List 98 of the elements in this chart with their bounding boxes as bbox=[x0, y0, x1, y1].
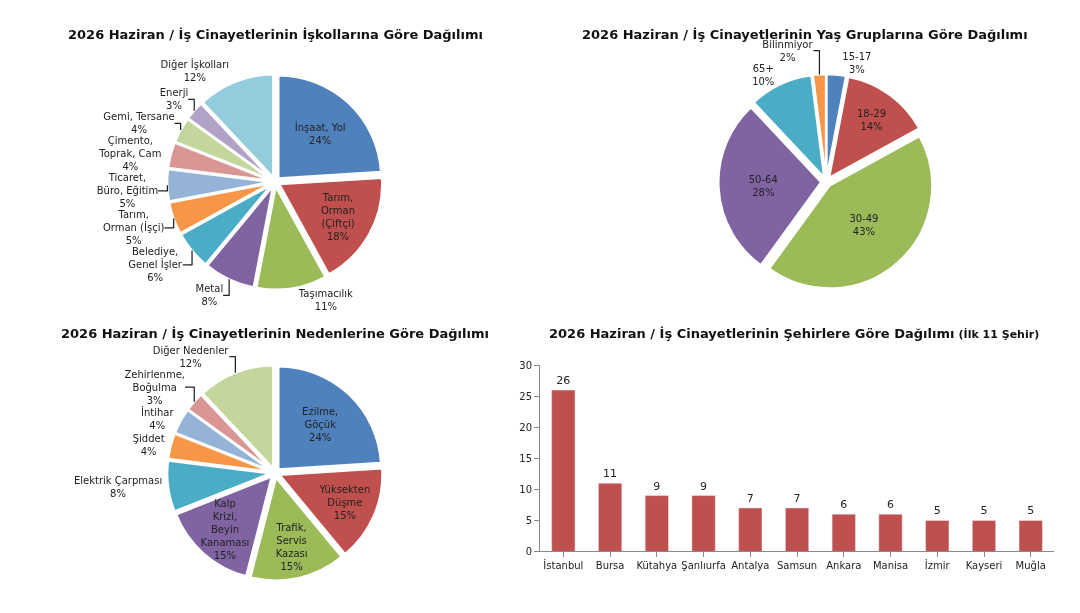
x-tick-label: Kayseri bbox=[965, 560, 1003, 572]
chart-title: 2026 Haziran / İş Cinayetlerinin Şehirlere Göre Dağılımı bbox=[549, 326, 955, 341]
data-label: 9 bbox=[653, 479, 661, 493]
data-label: 15% bbox=[213, 550, 237, 562]
y-tick-label: 0 bbox=[525, 545, 532, 557]
slice-label: Tarım, Orman (İşçi) bbox=[102, 209, 165, 234]
bar bbox=[551, 389, 576, 552]
data-label: 6% bbox=[147, 272, 164, 284]
data-label: 11 bbox=[603, 467, 618, 481]
slice-label: Kalp Krizi, Beyin Kanaması bbox=[200, 498, 250, 549]
slice-label: Elektrik Çarpması bbox=[73, 474, 163, 486]
slice-label: Gemi, Tersane bbox=[103, 111, 175, 123]
x-tick-label: Muğla bbox=[1015, 560, 1046, 572]
data-label: 12% bbox=[183, 72, 206, 84]
y-tick-label: 5 bbox=[525, 514, 532, 526]
chart-title: 2026 Haziran / İş Cinayetlerinin Nedenlerine Göre Dağılımı bbox=[61, 326, 489, 341]
data-label: 9 bbox=[700, 479, 708, 493]
data-label: 5% bbox=[119, 198, 136, 210]
data-label: 5 bbox=[1027, 504, 1035, 518]
slice-label: 18-29 bbox=[856, 107, 887, 119]
data-label: 24% bbox=[309, 432, 332, 444]
slice-label: 15-17 bbox=[842, 50, 872, 62]
data-label: 43% bbox=[852, 225, 876, 237]
bar bbox=[1018, 520, 1043, 552]
data-label: 28% bbox=[752, 186, 775, 198]
pie-slice bbox=[277, 74, 382, 180]
bar bbox=[785, 507, 809, 552]
data-label: 15% bbox=[280, 560, 303, 572]
bar bbox=[644, 495, 669, 552]
data-label: 8% bbox=[110, 487, 126, 499]
slice-label: 30-49 bbox=[849, 212, 879, 224]
data-label: 12% bbox=[179, 357, 202, 369]
bar bbox=[738, 507, 763, 552]
x-tick-label: Samsun bbox=[777, 560, 818, 572]
x-tick-label: İzmir bbox=[924, 559, 951, 572]
data-label: 4% bbox=[149, 419, 166, 431]
y-tick-label: 25 bbox=[519, 390, 532, 402]
data-label: 3% bbox=[166, 100, 182, 112]
data-label: 24% bbox=[309, 135, 332, 147]
slice-label: Şiddet bbox=[132, 433, 165, 445]
slice-label: Ticaret, Büro, Eğitim bbox=[96, 172, 159, 197]
x-tick-label: Manisa bbox=[872, 560, 909, 572]
slice-label: İnşaat, Yol bbox=[294, 121, 346, 134]
slice-label: Tarım, Orman (Çiftçi) bbox=[320, 191, 356, 229]
data-label: 3% bbox=[146, 394, 163, 406]
pie-slice bbox=[278, 467, 384, 555]
bar bbox=[878, 513, 903, 552]
data-label: 4% bbox=[131, 124, 147, 136]
data-label: 6 bbox=[887, 498, 895, 512]
data-label: 5% bbox=[125, 235, 142, 247]
data-label: 8% bbox=[201, 296, 218, 308]
y-tick-label: 10 bbox=[519, 483, 532, 495]
bar bbox=[598, 482, 623, 552]
x-tick-label: Bursa bbox=[595, 560, 625, 572]
slice-label: Ezilme, Göçük bbox=[302, 406, 339, 431]
data-label: 6 bbox=[840, 498, 848, 512]
slice-label: Diğer Nedenler bbox=[152, 344, 230, 356]
data-label: 26 bbox=[556, 374, 571, 388]
slice-label: Yüksekten Düşme bbox=[318, 484, 371, 509]
bar bbox=[831, 513, 856, 552]
chart-title: 2026 Haziran / İş Cinayetlerinin İşkollarına Göre Dağılımı bbox=[68, 27, 483, 42]
data-label: 15% bbox=[333, 510, 357, 522]
data-label: 18% bbox=[326, 230, 350, 242]
x-tick-label: Ankara bbox=[826, 560, 862, 572]
x-tick-label: Antalya bbox=[731, 560, 770, 572]
data-label: 4% bbox=[140, 446, 157, 458]
y-tick-label: 20 bbox=[519, 421, 532, 433]
data-label: 3% bbox=[848, 63, 865, 75]
slice-label: Belediye, Genel İşler bbox=[128, 246, 183, 271]
slice-label: 65+ bbox=[752, 62, 774, 74]
data-label: 2% bbox=[779, 51, 796, 63]
bar bbox=[691, 495, 716, 552]
slice-label: Diğer İşkolları bbox=[160, 58, 230, 71]
data-label: 14% bbox=[860, 120, 883, 132]
slice-label: Çimento, Toprak, Cam bbox=[98, 135, 162, 160]
data-label: 7 bbox=[793, 491, 801, 505]
data-label: 5 bbox=[980, 504, 988, 518]
pie-slice bbox=[277, 365, 382, 471]
x-tick-label: İstanbul bbox=[543, 559, 584, 572]
data-label: 4% bbox=[122, 161, 139, 173]
y-tick-label: 30 bbox=[519, 359, 532, 371]
y-tick-label: 15 bbox=[519, 452, 532, 464]
x-tick-label: Şanlıurfa bbox=[681, 560, 726, 572]
bar bbox=[972, 520, 996, 552]
data-label: 7 bbox=[746, 491, 754, 505]
data-label: 11% bbox=[314, 300, 337, 312]
slice-label: 50-64 bbox=[748, 173, 778, 185]
bar bbox=[925, 520, 950, 552]
slice-label: Zehirlenme, Boğulma bbox=[124, 368, 185, 393]
slice-label: Enerji bbox=[159, 87, 189, 99]
data-label: 10% bbox=[752, 75, 775, 87]
x-tick-label: Kütahya bbox=[636, 560, 678, 572]
slice-label: Trafik, Servis Kazası bbox=[275, 521, 308, 559]
slice-label: Taşımacılık bbox=[297, 287, 354, 299]
chart-subtitle: (İlk 11 Şehir) bbox=[958, 327, 1040, 341]
slice-label: Metal bbox=[195, 283, 224, 295]
data-label: 5 bbox=[933, 504, 941, 518]
slice-label: İntihar bbox=[140, 405, 175, 418]
